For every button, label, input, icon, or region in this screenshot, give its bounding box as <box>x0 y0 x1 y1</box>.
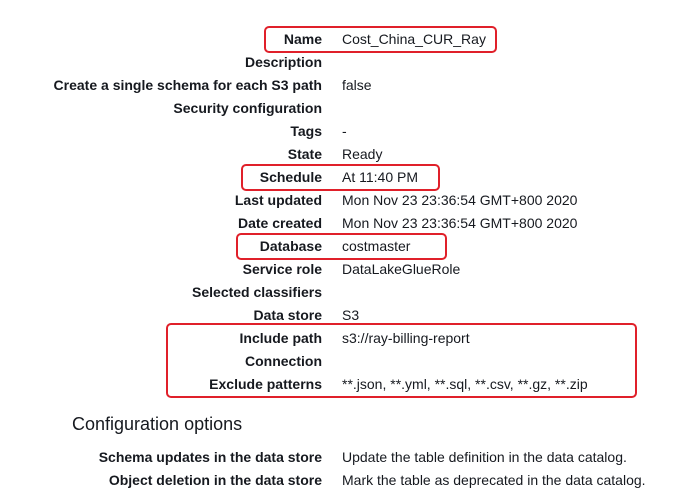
date-created-label: Date created <box>237 215 322 231</box>
detail-row-security-configuration: Security configuration <box>0 97 677 120</box>
config-row-schema-updates: Schema updates in the data store Update … <box>0 446 677 469</box>
service-role-value: DataLakeGlueRole <box>342 261 461 277</box>
schedule-label: Schedule <box>259 169 322 185</box>
data-store-value: S3 <box>342 307 360 323</box>
object-deletion-label: Object deletion in the data store <box>108 472 322 488</box>
description-label: Description <box>244 54 322 70</box>
tags-value: - <box>342 123 347 139</box>
detail-row-date-created: Date created Mon Nov 23 23:36:54 GMT+800… <box>0 212 677 235</box>
detail-row-last-updated: Last updated Mon Nov 23 23:36:54 GMT+800… <box>0 189 677 212</box>
schema-updates-label: Schema updates in the data store <box>98 449 322 465</box>
last-updated-label: Last updated <box>234 192 322 208</box>
detail-row-selected-classifiers: Selected classifiers <box>0 281 677 304</box>
connection-label: Connection <box>245 353 322 369</box>
date-created-value: Mon Nov 23 23:36:54 GMT+800 2020 <box>342 215 578 231</box>
detail-row-exclude-patterns: Exclude patterns **.json, **.yml, **.sql… <box>0 373 677 396</box>
name-value: Cost_China_CUR_Ray <box>342 31 486 47</box>
detail-row-single-schema: Create a single schema for each S3 path … <box>0 74 677 97</box>
single-schema-value: false <box>342 77 372 93</box>
exclude-patterns-value: **.json, **.yml, **.sql, **.csv, **.gz, … <box>342 376 588 392</box>
state-label: State <box>287 146 322 162</box>
include-path-value: s3://ray-billing-report <box>342 330 470 346</box>
state-value: Ready <box>342 146 383 162</box>
detail-row-name: Name Cost_China_CUR_Ray <box>0 28 677 51</box>
data-store-label: Data store <box>253 307 322 323</box>
single-schema-label: Create a single schema for each S3 path <box>53 77 322 93</box>
exclude-patterns-label: Exclude patterns <box>209 376 322 392</box>
schedule-value: At 11:40 PM <box>342 169 419 185</box>
detail-row-data-store: Data store S3 <box>0 304 677 327</box>
database-value: costmaster <box>342 238 411 254</box>
detail-row-include-path: Include path s3://ray-billing-report <box>0 327 677 350</box>
include-path-label: Include path <box>239 330 322 346</box>
detail-row-state: State Ready <box>0 143 677 166</box>
database-label: Database <box>259 238 322 254</box>
detail-row-description: Description <box>0 51 677 74</box>
name-label: Name <box>283 31 322 47</box>
security-configuration-label: Security configuration <box>173 100 322 116</box>
object-deletion-value: Mark the table as deprecated in the data… <box>342 472 646 488</box>
detail-row-connection: Connection <box>0 350 677 373</box>
detail-row-schedule: Schedule At 11:40 PM <box>0 166 677 189</box>
service-role-label: Service role <box>242 261 322 277</box>
detail-row-service-role: Service role DataLakeGlueRole <box>0 258 677 281</box>
selected-classifiers-label: Selected classifiers <box>192 284 322 300</box>
detail-row-tags: Tags - <box>0 120 677 143</box>
schema-updates-value: Update the table definition in the data … <box>342 449 627 465</box>
config-row-object-deletion: Object deletion in the data store Mark t… <box>0 469 677 492</box>
tags-label: Tags <box>290 123 322 139</box>
detail-row-database: Database costmaster <box>0 235 677 258</box>
configuration-options-heading: Configuration options <box>72 414 243 434</box>
last-updated-value: Mon Nov 23 23:36:54 GMT+800 2020 <box>342 192 578 208</box>
